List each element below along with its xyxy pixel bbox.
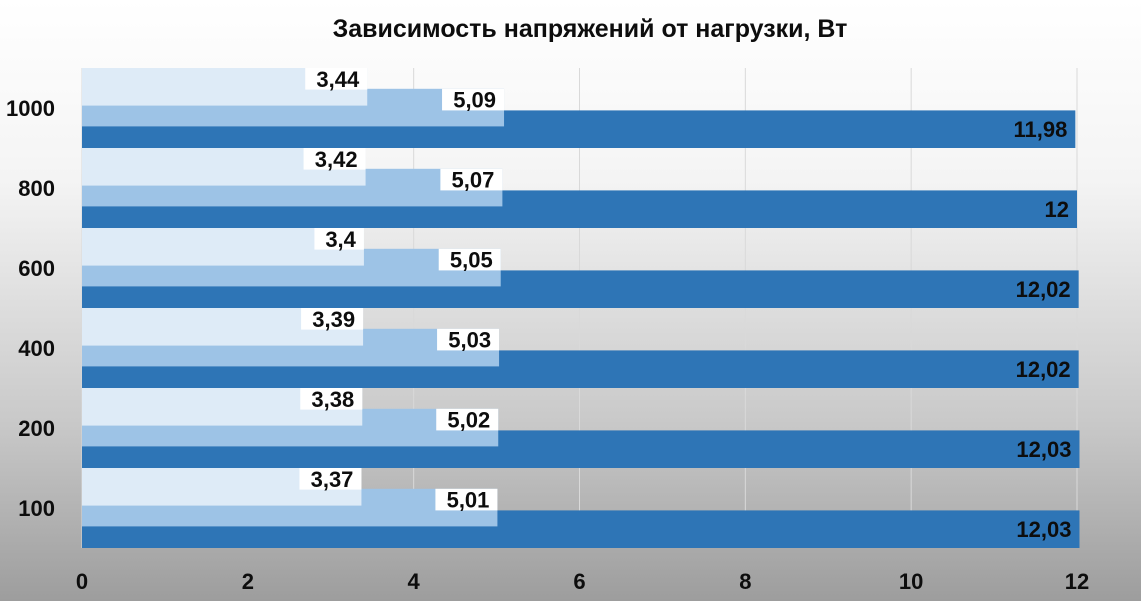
data-label-background bbox=[437, 328, 500, 351]
data-label-background bbox=[440, 168, 503, 191]
data-label: 3,39 bbox=[312, 307, 355, 332]
data-label: 3,44 bbox=[316, 67, 360, 92]
data-label: 5,02 bbox=[447, 408, 490, 433]
category-label: 100 bbox=[18, 496, 55, 521]
x-tick-label: 8 bbox=[739, 569, 751, 594]
data-label-background bbox=[299, 468, 362, 490]
x-tick-label: 4 bbox=[408, 569, 421, 594]
data-label: 12 bbox=[1045, 197, 1069, 222]
x-tick-label: 10 bbox=[899, 569, 923, 594]
data-label: 5,03 bbox=[448, 328, 491, 353]
data-label-background bbox=[438, 248, 501, 271]
data-label-background bbox=[300, 388, 363, 410]
data-label: 12,02 bbox=[1016, 277, 1071, 302]
data-label-background bbox=[435, 488, 498, 511]
data-label: 5,05 bbox=[450, 248, 493, 273]
chart-title: Зависимость напряжений от нагрузки, Вт bbox=[333, 15, 848, 43]
data-label-background bbox=[301, 308, 364, 330]
data-label: 5,07 bbox=[452, 168, 495, 193]
data-label: 3,37 bbox=[311, 467, 354, 492]
data-label: 12,03 bbox=[1016, 517, 1071, 542]
value-axis: 0 2 4 6 8 10 12 bbox=[76, 569, 1089, 594]
data-label: 11,98 bbox=[1013, 117, 1067, 142]
data-label-background bbox=[314, 228, 364, 250]
category-axis: 100 200 400 600 800 1000 bbox=[6, 96, 55, 521]
x-tick-label: 2 bbox=[242, 569, 254, 594]
data-labels: 12,03 5,01 3,37 12,03 5,02 3,38 12,02 5,03 3,39 1… bbox=[299, 67, 1071, 542]
category-label: 800 bbox=[18, 176, 55, 201]
data-label: 12,03 bbox=[1016, 437, 1071, 462]
category-label: 400 bbox=[18, 336, 55, 361]
data-label-background bbox=[303, 148, 366, 170]
x-tick-label: 12 bbox=[1065, 569, 1089, 594]
data-label: 3,38 bbox=[311, 387, 354, 412]
category-label: 600 bbox=[18, 256, 55, 281]
data-label: 3,42 bbox=[315, 147, 358, 172]
data-label: 12,02 bbox=[1016, 357, 1071, 382]
data-label-background bbox=[436, 408, 499, 431]
data-label: 5,01 bbox=[447, 488, 490, 513]
category-label: 1000 bbox=[6, 96, 55, 121]
data-label: 3,4 bbox=[325, 227, 356, 252]
x-tick-label: 6 bbox=[573, 569, 585, 594]
x-tick-label: 0 bbox=[76, 569, 88, 594]
data-label: 5,09 bbox=[453, 88, 496, 113]
data-label-background bbox=[442, 88, 505, 111]
bars bbox=[82, 68, 1080, 548]
data-label-background bbox=[305, 68, 368, 90]
category-label: 200 bbox=[18, 416, 55, 441]
